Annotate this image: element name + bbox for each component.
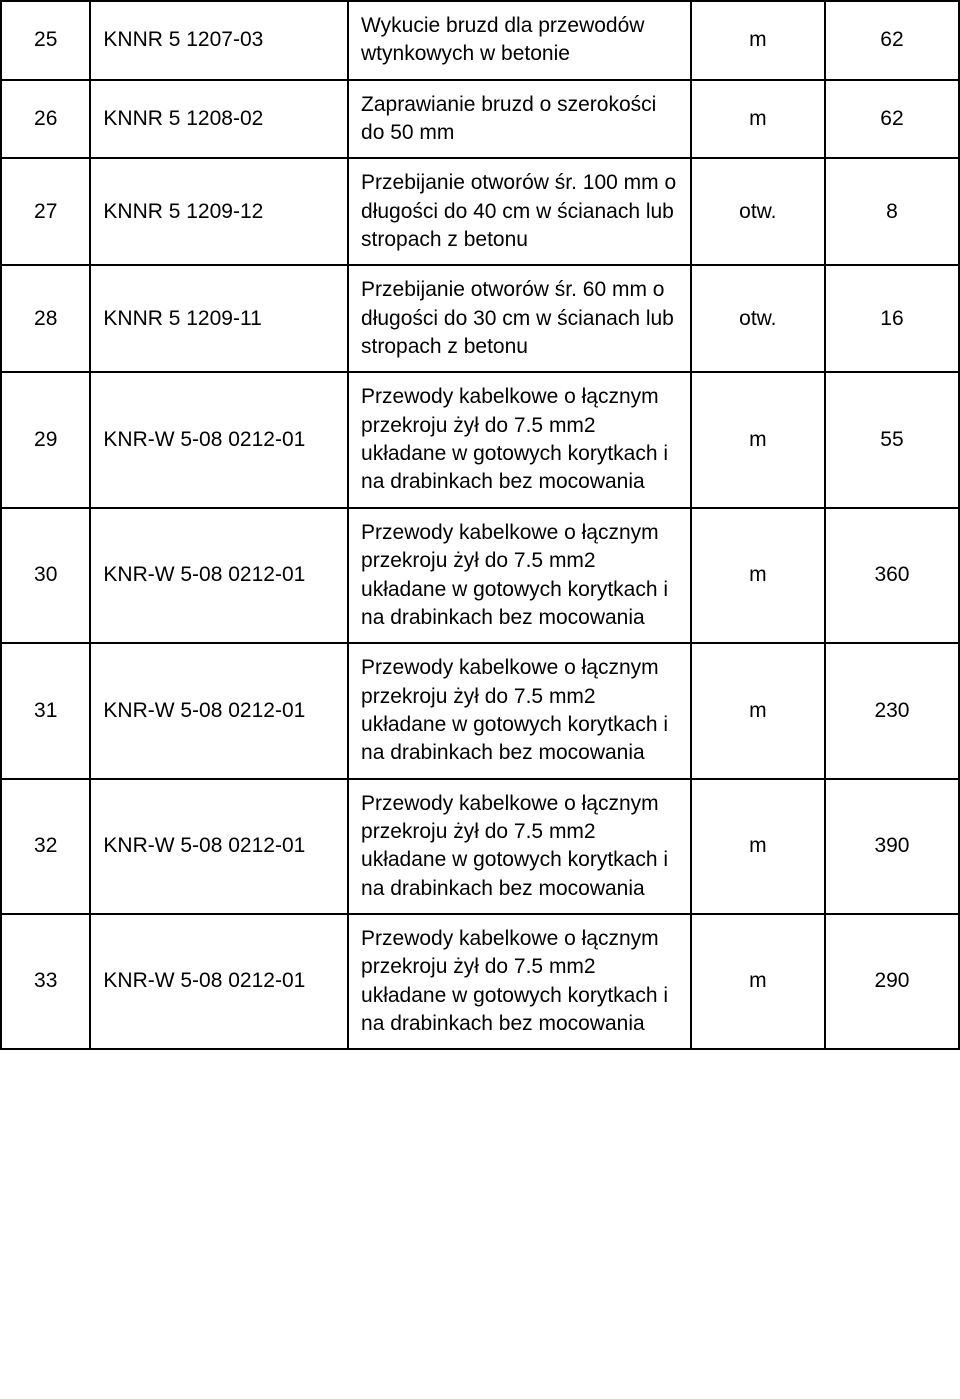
table-row: 28 KNNR 5 1209-11 Przebijanie otworów śr… <box>1 265 959 372</box>
row-quantity: 16 <box>825 265 959 372</box>
row-description: Przewody kabelkowe o łącznym przekroju ż… <box>348 914 691 1049</box>
row-quantity: 62 <box>825 80 959 159</box>
table-row: 27 KNNR 5 1209-12 Przebijanie otworów śr… <box>1 158 959 265</box>
row-code: KNR-W 5-08 0212-01 <box>90 779 348 914</box>
row-number: 27 <box>1 158 90 265</box>
row-description: Przebijanie otworów śr. 60 mm o długości… <box>348 265 691 372</box>
table-row: 29 KNR-W 5-08 0212-01 Przewody kabelkowe… <box>1 372 959 507</box>
row-description: Przebijanie otworów śr. 100 mm o długośc… <box>348 158 691 265</box>
row-quantity: 290 <box>825 914 959 1049</box>
row-number: 32 <box>1 779 90 914</box>
row-unit: m <box>691 80 825 159</box>
row-unit: m <box>691 779 825 914</box>
row-number: 25 <box>1 1 90 80</box>
row-unit: m <box>691 508 825 643</box>
row-code: KNNR 5 1209-12 <box>90 158 348 265</box>
table-row: 26 KNNR 5 1208-02 Zaprawianie bruzd o sz… <box>1 80 959 159</box>
row-quantity: 390 <box>825 779 959 914</box>
table-row: 31 KNR-W 5-08 0212-01 Przewody kabelkowe… <box>1 643 959 778</box>
row-quantity: 8 <box>825 158 959 265</box>
row-quantity: 360 <box>825 508 959 643</box>
document-page: 25 KNNR 5 1207-03 Wykucie bruzd dla prze… <box>0 0 960 1050</box>
row-number: 33 <box>1 914 90 1049</box>
row-number: 30 <box>1 508 90 643</box>
row-number: 31 <box>1 643 90 778</box>
row-description: Przewody kabelkowe o łącznym przekroju ż… <box>348 643 691 778</box>
row-number: 26 <box>1 80 90 159</box>
table-row: 33 KNR-W 5-08 0212-01 Przewody kabelkowe… <box>1 914 959 1049</box>
row-description: Zaprawianie bruzd o szerokości do 50 mm <box>348 80 691 159</box>
row-code: KNR-W 5-08 0212-01 <box>90 372 348 507</box>
row-unit: m <box>691 643 825 778</box>
table-row: 32 KNR-W 5-08 0212-01 Przewody kabelkowe… <box>1 779 959 914</box>
row-number: 29 <box>1 372 90 507</box>
row-unit: m <box>691 372 825 507</box>
row-code: KNNR 5 1208-02 <box>90 80 348 159</box>
row-unit: m <box>691 1 825 80</box>
row-quantity: 230 <box>825 643 959 778</box>
row-description: Przewody kabelkowe o łącznym przekroju ż… <box>348 372 691 507</box>
row-code: KNNR 5 1207-03 <box>90 1 348 80</box>
row-unit: m <box>691 914 825 1049</box>
row-description: Wykucie bruzd dla przewodów wtynkowych w… <box>348 1 691 80</box>
row-description: Przewody kabelkowe o łącznym przekroju ż… <box>348 779 691 914</box>
table-row: 30 KNR-W 5-08 0212-01 Przewody kabelkowe… <box>1 508 959 643</box>
row-unit: otw. <box>691 265 825 372</box>
row-number: 28 <box>1 265 90 372</box>
row-code: KNR-W 5-08 0212-01 <box>90 508 348 643</box>
row-description: Przewody kabelkowe o łącznym przekroju ż… <box>348 508 691 643</box>
row-code: KNNR 5 1209-11 <box>90 265 348 372</box>
cost-table: 25 KNNR 5 1207-03 Wykucie bruzd dla prze… <box>0 0 960 1050</box>
row-code: KNR-W 5-08 0212-01 <box>90 643 348 778</box>
row-unit: otw. <box>691 158 825 265</box>
table-row: 25 KNNR 5 1207-03 Wykucie bruzd dla prze… <box>1 1 959 80</box>
row-quantity: 62 <box>825 1 959 80</box>
row-code: KNR-W 5-08 0212-01 <box>90 914 348 1049</box>
row-quantity: 55 <box>825 372 959 507</box>
